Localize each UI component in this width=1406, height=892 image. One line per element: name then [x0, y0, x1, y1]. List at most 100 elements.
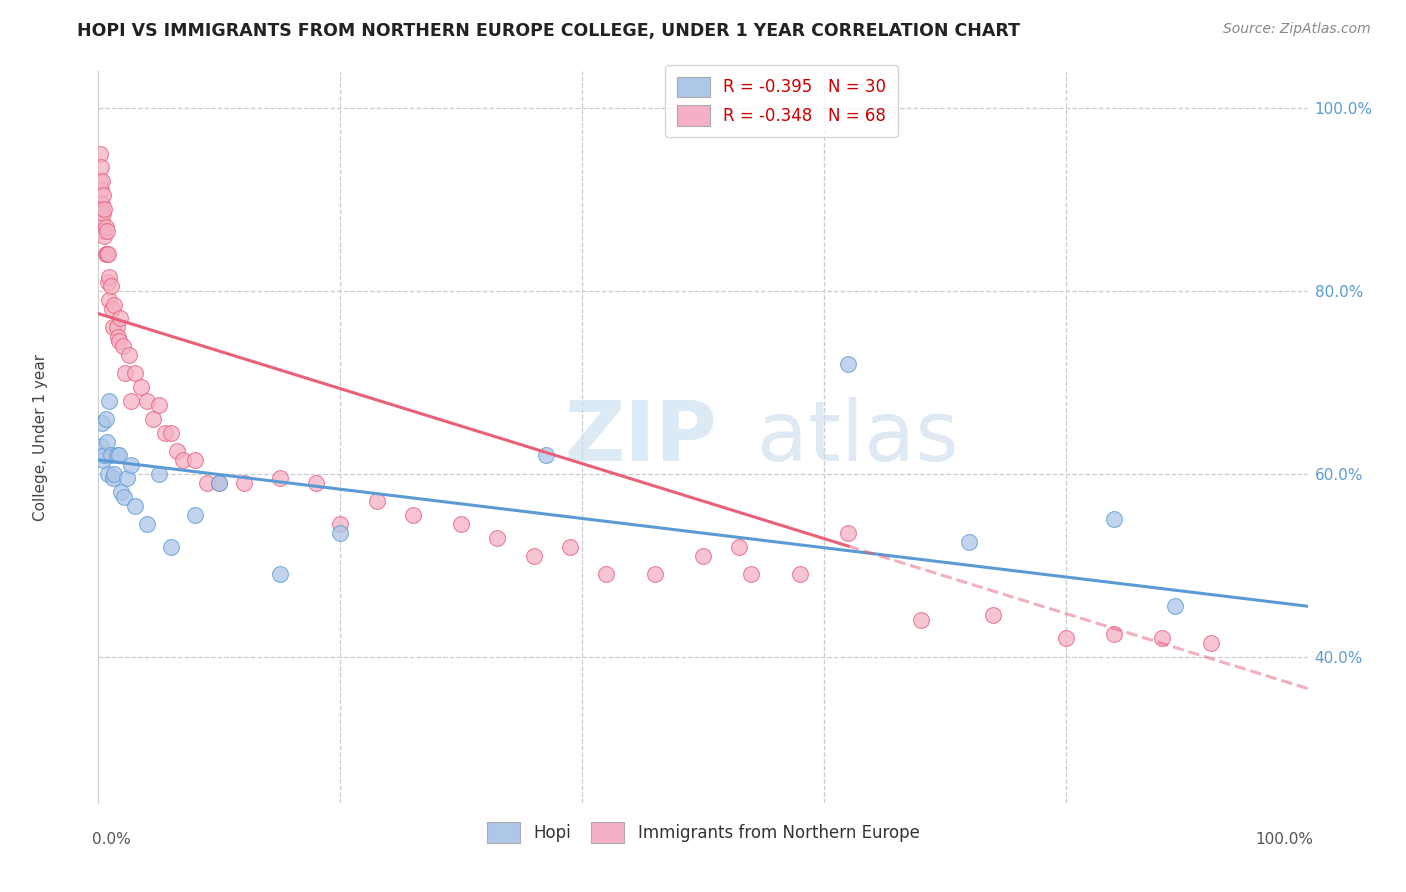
Point [91, 224, 114, 238]
Point [100, 301, 122, 317]
Point [90, 183, 112, 197]
Point [1163, 599, 1185, 614]
Point [957, 535, 980, 549]
Point [98, 293, 121, 307]
Point [97, 247, 120, 261]
Point [153, 425, 176, 440]
Point [111, 339, 134, 353]
Point [107, 329, 129, 343]
Point [96, 434, 118, 449]
Point [232, 475, 254, 490]
Point [910, 613, 932, 627]
Point [208, 475, 231, 490]
Text: 0.0%: 0.0% [93, 832, 131, 847]
Point [142, 411, 165, 425]
Point [100, 279, 122, 293]
Point [94, 247, 117, 261]
Point [1102, 512, 1125, 526]
Point [91, 197, 114, 211]
Point [108, 334, 131, 348]
Point [91, 453, 114, 467]
Point [90, 439, 112, 453]
Point [124, 499, 146, 513]
Point [837, 357, 859, 371]
Point [97, 275, 120, 289]
Point [96, 247, 118, 261]
Point [1152, 632, 1174, 646]
Point [91, 174, 114, 188]
Point [129, 380, 152, 394]
Point [135, 393, 157, 408]
Point [740, 567, 762, 582]
Point [329, 526, 352, 541]
Point [1054, 632, 1077, 646]
Point [93, 228, 115, 243]
Point [728, 540, 751, 554]
Point [97, 467, 120, 481]
Point [160, 425, 183, 440]
Point [305, 475, 328, 490]
Point [90, 202, 112, 216]
Point [486, 531, 509, 545]
Point [103, 467, 125, 481]
Point [98, 270, 121, 285]
Point [148, 467, 170, 481]
Point [366, 494, 388, 508]
Text: 100.0%: 100.0% [1256, 832, 1313, 847]
Point [105, 449, 128, 463]
Point [184, 508, 207, 522]
Point [101, 471, 124, 485]
Legend: Hopi, Immigrants from Northern Europe: Hopi, Immigrants from Northern Europe [479, 815, 927, 849]
Point [450, 516, 472, 531]
Point [208, 475, 231, 490]
Point [148, 398, 170, 412]
Point [166, 443, 188, 458]
Point [90, 161, 112, 175]
Text: HOPI VS IMMIGRANTS FROM NORTHERN EUROPE COLLEGE, UNDER 1 YEAR CORRELATION CHART: HOPI VS IMMIGRANTS FROM NORTHERN EUROPE … [77, 22, 1021, 40]
Point [94, 411, 117, 425]
Text: ZIP: ZIP [564, 397, 717, 477]
Point [523, 549, 546, 563]
Point [534, 449, 557, 463]
Point [101, 320, 124, 334]
Point [120, 458, 142, 472]
Point [595, 567, 617, 582]
Point [89, 174, 111, 188]
Point [98, 393, 121, 408]
Point [172, 453, 194, 467]
Point [100, 449, 122, 463]
Point [789, 567, 811, 582]
Point [644, 567, 666, 582]
Point [114, 366, 136, 380]
Text: atlas: atlas [758, 397, 959, 477]
Point [118, 348, 141, 362]
Text: College, Under 1 year: College, Under 1 year [32, 353, 48, 521]
Point [89, 146, 111, 161]
Point [558, 540, 581, 554]
Point [402, 508, 425, 522]
Point [124, 366, 146, 380]
Point [135, 516, 157, 531]
Point [93, 202, 115, 216]
Point [94, 219, 117, 234]
Point [269, 567, 291, 582]
Point [91, 187, 114, 202]
Point [112, 490, 135, 504]
Point [692, 549, 714, 563]
Point [91, 417, 114, 431]
Point [117, 471, 139, 485]
Point [269, 471, 291, 485]
Point [160, 540, 183, 554]
Point [108, 449, 131, 463]
Point [1199, 636, 1222, 650]
Point [105, 320, 128, 334]
Point [91, 215, 114, 229]
Point [184, 453, 207, 467]
Point [108, 311, 131, 326]
Point [91, 206, 114, 220]
Point [837, 526, 859, 541]
Point [96, 224, 118, 238]
Point [103, 297, 125, 311]
Text: Source: ZipAtlas.com: Source: ZipAtlas.com [1223, 22, 1371, 37]
Point [195, 475, 218, 490]
